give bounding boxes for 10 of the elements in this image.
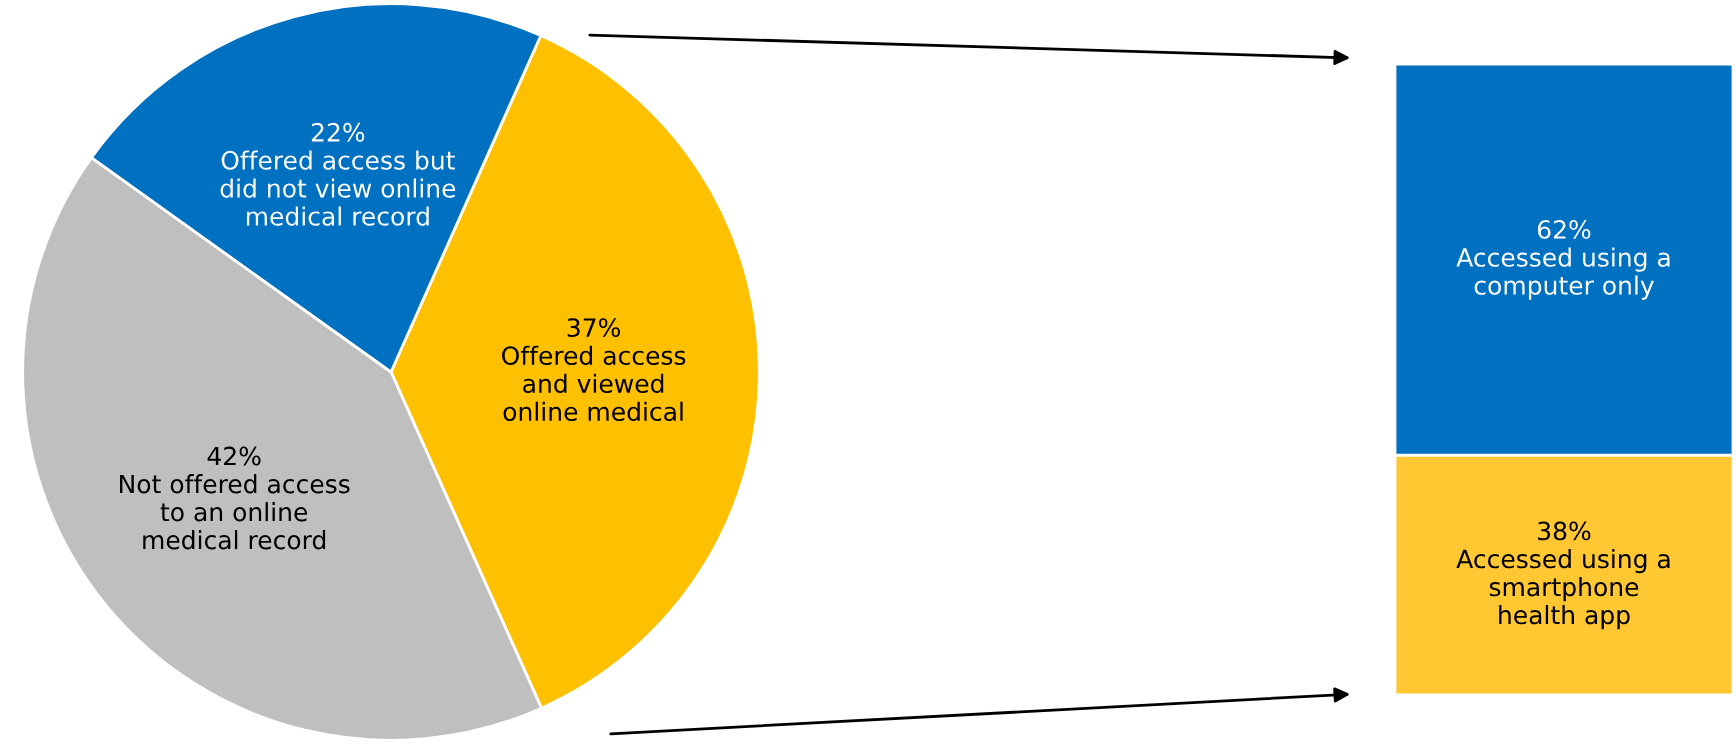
slice-label: Not offered access to an online medical record xyxy=(120,474,350,550)
slice-label: Offered access but did not view online medical record xyxy=(220,150,456,226)
slice-label: Offered access and viewed online medical xyxy=(502,345,686,422)
data-label: 37% xyxy=(567,318,620,338)
data-label: 42% xyxy=(207,446,261,466)
series-label: Accessed using a smartphone health app xyxy=(1456,549,1670,630)
data-label: 38% xyxy=(1538,521,1591,541)
data-label: 62% xyxy=(1537,219,1591,239)
series-label: Accessed using a computer only xyxy=(1456,247,1670,300)
data-label: 22% xyxy=(311,122,365,142)
